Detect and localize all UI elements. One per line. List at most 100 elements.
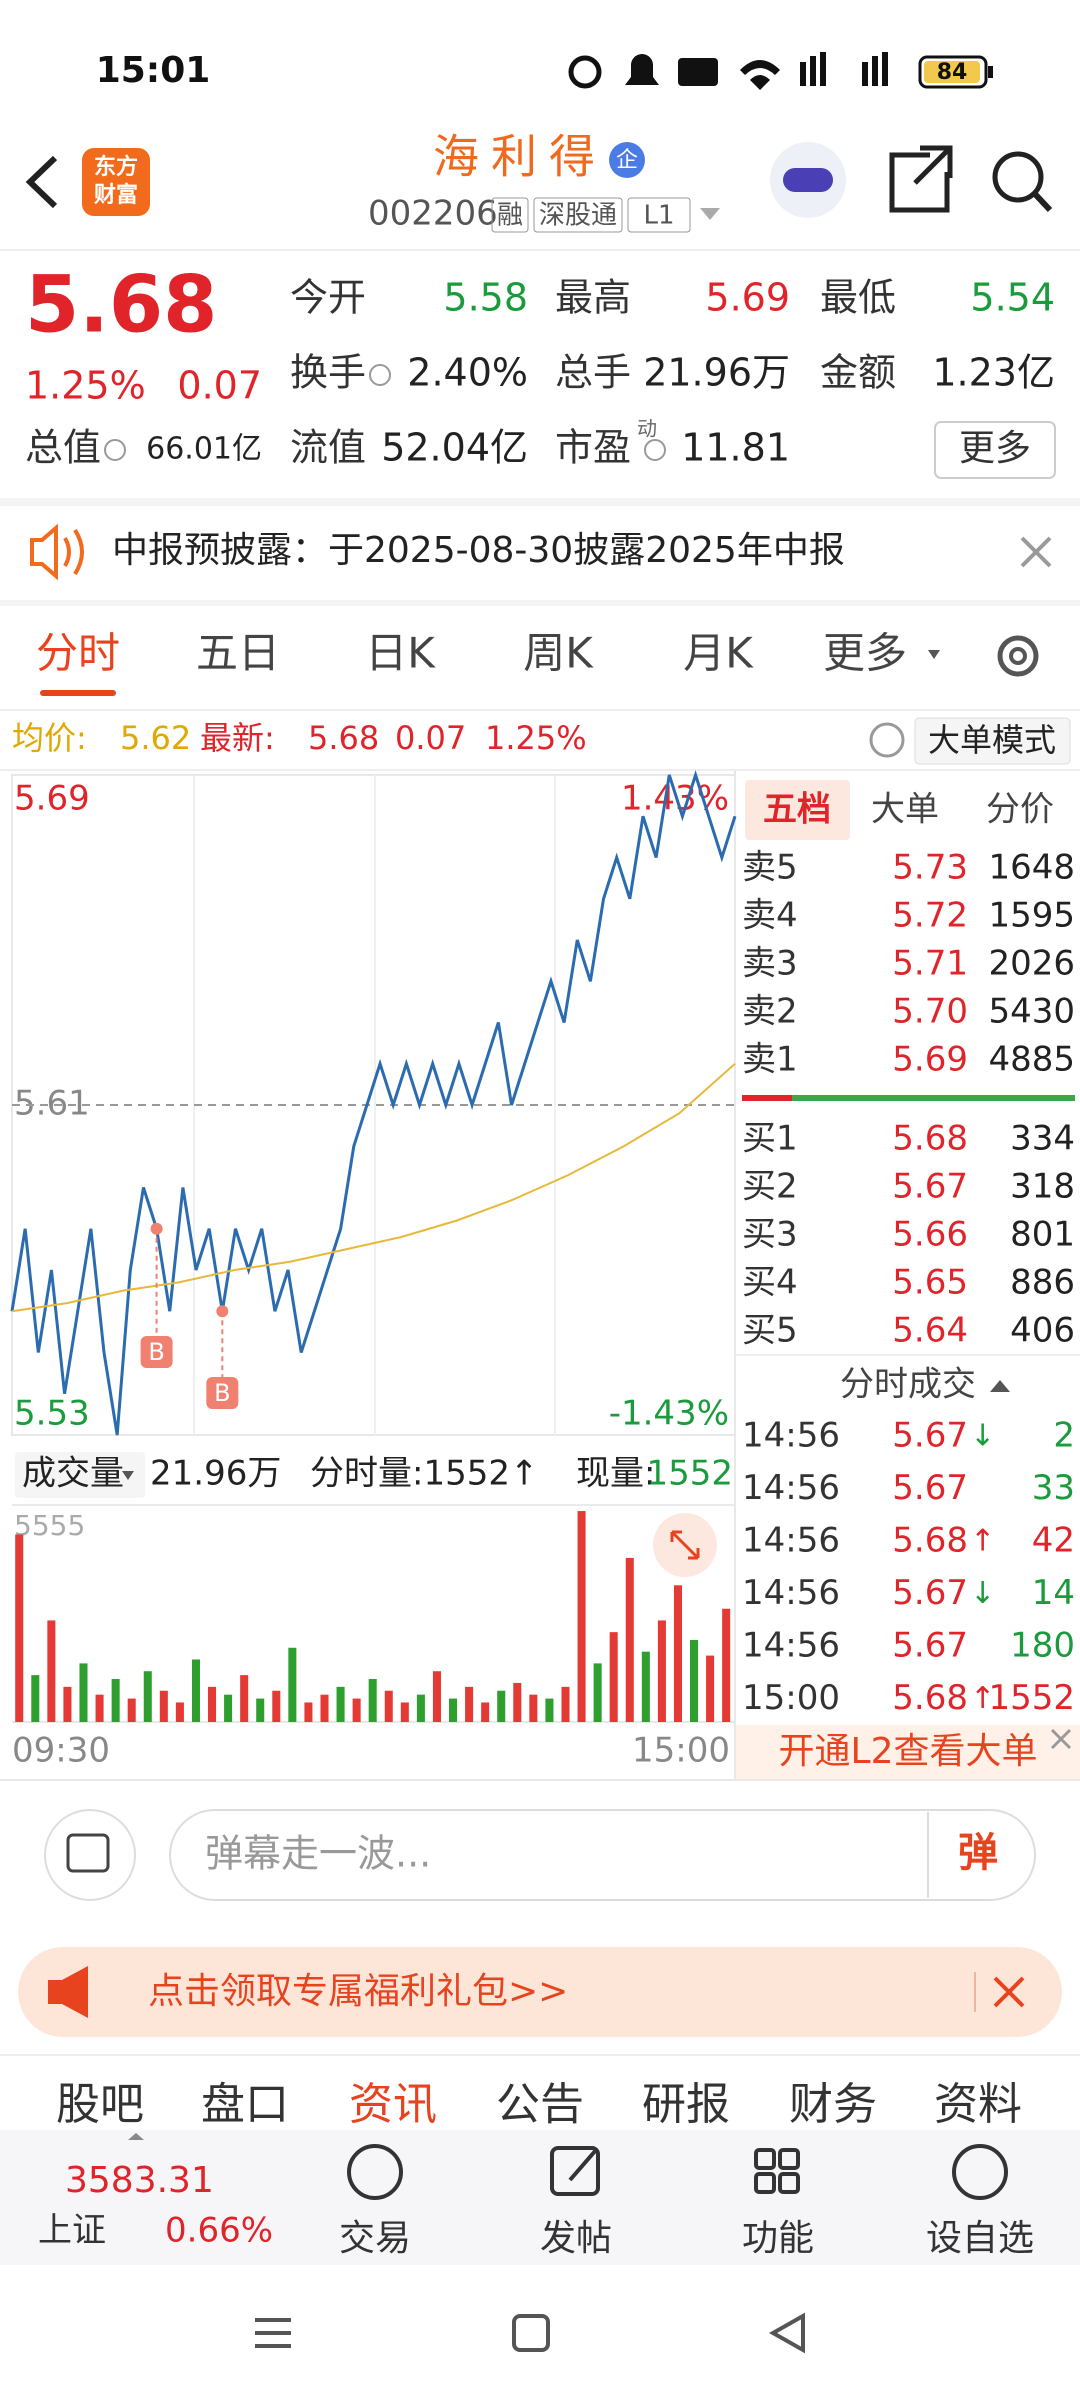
status-icons bbox=[568, 52, 993, 90]
book-tab[interactable]: 大单 bbox=[871, 790, 939, 830]
bottom-nav bbox=[0, 2130, 1080, 2265]
tab[interactable]: 月K bbox=[683, 629, 754, 678]
l2-label[interactable]: 开通L2查看大单 bbox=[779, 1731, 1038, 1772]
latest-label: 最新: bbox=[200, 719, 275, 757]
more-button-label[interactable]: 更多 bbox=[959, 428, 1031, 469]
l2-bar[interactable] bbox=[736, 1725, 1080, 1780]
sub-tab[interactable]: 股吧 bbox=[56, 2079, 144, 2130]
mode-button[interactable] bbox=[914, 717, 1071, 765]
field-value: 21.96万 bbox=[643, 351, 790, 395]
nav-item[interactable]: 功能 bbox=[742, 2218, 814, 2259]
field-label: 总值 bbox=[25, 426, 101, 470]
volume-bar bbox=[368, 1679, 377, 1722]
clock: 15:01 bbox=[96, 50, 211, 91]
book-volume: 5430 bbox=[988, 992, 1075, 1032]
sub-tab[interactable]: 资料 bbox=[934, 2079, 1022, 2130]
home-button[interactable] bbox=[512, 2314, 550, 2352]
volume-bar bbox=[320, 1694, 329, 1722]
field-value: 66.01亿 bbox=[146, 432, 262, 467]
volume-label[interactable]: 成交量 bbox=[22, 1454, 124, 1494]
back-icon[interactable] bbox=[25, 155, 58, 209]
book-price: 5.67 bbox=[892, 1167, 968, 1207]
book-volume: 4885 bbox=[988, 1040, 1075, 1080]
nav-item[interactable]: 设自选 bbox=[926, 2218, 1034, 2259]
volume-bar bbox=[561, 1686, 570, 1722]
current-label: 现量: bbox=[576, 1454, 655, 1494]
sub-tab[interactable]: 财务 bbox=[789, 2079, 877, 2130]
trade-arrow: ↑ bbox=[970, 1524, 995, 1559]
tab[interactable]: 日K bbox=[365, 629, 436, 678]
volume-bar bbox=[175, 1702, 184, 1722]
tab[interactable]: 更多 bbox=[823, 629, 907, 678]
book-label: 买4 bbox=[742, 1263, 798, 1303]
volume-bar bbox=[256, 1698, 265, 1722]
tab[interactable]: 五日 bbox=[196, 629, 280, 678]
volume-bar bbox=[63, 1686, 72, 1722]
settings-icon[interactable] bbox=[997, 635, 1039, 677]
nav-icons bbox=[347, 2144, 1008, 2200]
tag-box bbox=[627, 197, 691, 233]
info-icon bbox=[104, 439, 126, 461]
danmaku-toggle[interactable] bbox=[44, 1809, 136, 1901]
tag: 深股通 bbox=[539, 201, 617, 231]
expand-icon bbox=[670, 1530, 700, 1560]
close-icon[interactable] bbox=[1050, 1728, 1072, 1750]
menu-button[interactable] bbox=[255, 2318, 291, 2348]
marker-box bbox=[140, 1336, 173, 1368]
trades-title[interactable]: 分时成交 bbox=[840, 1365, 976, 1405]
field-label: 金额 bbox=[820, 351, 896, 395]
index-value[interactable]: 3583.31 bbox=[65, 2160, 214, 2201]
field-label: 流值 bbox=[290, 426, 366, 470]
trade-time: 14:56 bbox=[742, 1521, 840, 1561]
tab[interactable]: 周K bbox=[523, 629, 594, 678]
book-price: 5.69 bbox=[892, 1040, 968, 1080]
y2-tick-label: -1.43% bbox=[609, 1394, 729, 1434]
field-label: 最高 bbox=[555, 276, 631, 320]
promo-banner[interactable] bbox=[18, 1947, 1062, 2037]
y-tick-label: 5.53 bbox=[14, 1394, 90, 1434]
latest-value: 5.68 bbox=[308, 719, 379, 757]
tab[interactable]: 分时 bbox=[36, 629, 120, 678]
field-value: 5.69 bbox=[705, 276, 790, 320]
volume-bar bbox=[240, 1675, 249, 1722]
share-icon[interactable] bbox=[889, 145, 953, 213]
more-button[interactable] bbox=[934, 421, 1056, 479]
sort-icon bbox=[990, 1380, 1010, 1392]
book-label: 买5 bbox=[742, 1311, 798, 1351]
book-price: 5.71 bbox=[892, 944, 968, 984]
volume-select[interactable] bbox=[15, 1452, 145, 1498]
avg-line bbox=[11, 1063, 736, 1313]
field-value: 5.54 bbox=[970, 276, 1055, 320]
trade-price: 5.68 bbox=[892, 1521, 968, 1561]
volume-bar bbox=[577, 1511, 586, 1722]
info-icon bbox=[369, 364, 391, 386]
danmaku-button[interactable]: 弹 bbox=[958, 1830, 998, 1876]
marker-label: B bbox=[214, 1379, 230, 1407]
trade-price: 5.68 bbox=[892, 1678, 968, 1718]
x-label: 15:00 bbox=[632, 1731, 730, 1771]
book-tab[interactable]: 分价 bbox=[986, 790, 1054, 830]
sub-tab[interactable]: 公告 bbox=[496, 2079, 584, 2130]
back-button[interactable] bbox=[768, 2312, 805, 2354]
book-label: 买3 bbox=[742, 1215, 798, 1255]
sub-tab[interactable]: 研报 bbox=[642, 2079, 730, 2130]
book-label: 买1 bbox=[742, 1119, 798, 1159]
close-icon[interactable] bbox=[1020, 536, 1052, 568]
sub-tab[interactable]: 资讯 bbox=[349, 2079, 437, 2130]
volume-bar bbox=[432, 1671, 441, 1722]
comment-input[interactable] bbox=[169, 1809, 1036, 1901]
search-icon[interactable] bbox=[992, 151, 1044, 203]
mode-label[interactable]: 大单模式 bbox=[928, 721, 1056, 759]
promo-text[interactable]: 点击领取专属福利礼包>> bbox=[148, 1971, 568, 2012]
speaker-icon bbox=[30, 523, 84, 581]
close-icon[interactable] bbox=[993, 1976, 1025, 2008]
badge-bg bbox=[609, 142, 645, 178]
help-icon[interactable] bbox=[869, 722, 905, 758]
notice-text[interactable]: 中报预披露：于2025-08-30披露2025年中报 bbox=[112, 530, 845, 571]
sub-tab[interactable]: 盘口 bbox=[201, 2079, 289, 2130]
book-tab[interactable]: 五档 bbox=[763, 790, 831, 830]
nav-item[interactable]: 交易 bbox=[339, 2218, 411, 2259]
comment-placeholder[interactable]: 弹幕走一波... bbox=[205, 1832, 431, 1876]
nav-item[interactable]: 发帖 bbox=[540, 2218, 612, 2259]
book-price: 5.73 bbox=[892, 848, 968, 888]
